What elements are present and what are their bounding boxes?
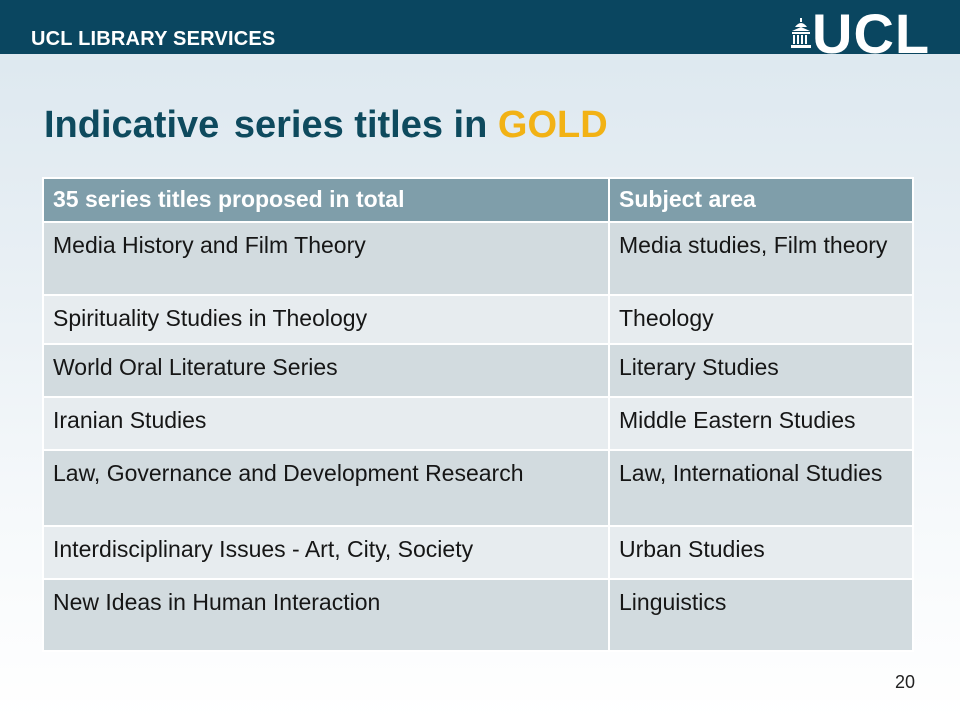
series-title-cell: New Ideas in Human Interaction [42,578,610,652]
series-title-cell: Spirituality Studies in Theology [42,294,610,345]
page-number: 20 [895,672,916,692]
ucl-logo: UCL [790,6,940,64]
table-row: Iranian Studies Middle Eastern Studies [42,396,914,451]
table-row: New Ideas in Human Interaction Linguisti… [42,578,914,652]
subject-area-cell: Media studies, Film theory [608,221,914,296]
table-row: Law, Governance and Development Research… [42,449,914,527]
subject-area-cell: Theology [608,294,914,345]
table-row: Spirituality Studies in Theology Theolog… [42,294,914,345]
title-part-1: Indicative [44,104,220,146]
column-header-subject-area: Subject area [608,177,914,223]
series-title-cell: Media History and Film Theory [42,221,610,296]
subject-area-cell: Law, International Studies [608,449,914,527]
title-part-2: series titles in [233,104,488,146]
subject-area-cell: Literary Studies [608,343,914,398]
series-title-cell: World Oral Literature Series [42,343,610,398]
table-header-row: 35 series titles proposed in total Subje… [42,177,914,223]
header-bar: UCL LIBRARY SERVICES UCL [0,0,960,62]
brand-label: UCL LIBRARY SERVICES [31,28,276,50]
subject-area-cell: Urban Studies [608,525,914,580]
series-title-cell: Interdisciplinary Issues - Art, City, So… [42,525,610,580]
title-accent: GOLD [497,104,608,146]
portico-icon [791,18,811,48]
table-row: Interdisciplinary Issues - Art, City, So… [42,525,914,580]
series-table: 35 series titles proposed in total Subje… [42,177,914,652]
subject-area-cell: Linguistics [608,578,914,652]
series-title-cell: Iranian Studies [42,396,610,451]
subject-area-cell: Middle Eastern Studies [608,396,914,451]
series-title-cell: Law, Governance and Development Research [42,449,610,527]
logo-wordmark: UCL [812,2,931,65]
page-title: Indicative series titles in GOLD [44,104,608,147]
column-header-series-titles: 35 series titles proposed in total [42,177,610,223]
table-row: Media History and Film Theory Media stud… [42,221,914,296]
table-row: World Oral Literature Series Literary St… [42,343,914,398]
